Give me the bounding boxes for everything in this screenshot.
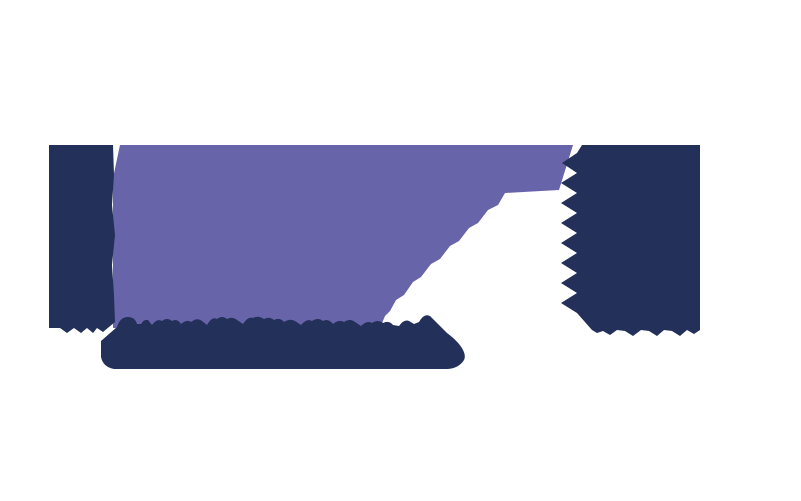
logo-wordmark-blob [101, 315, 465, 369]
logo-zigzag-block [561, 145, 700, 336]
logo-main-block [113, 145, 573, 328]
logo-left-bar [49, 145, 115, 333]
